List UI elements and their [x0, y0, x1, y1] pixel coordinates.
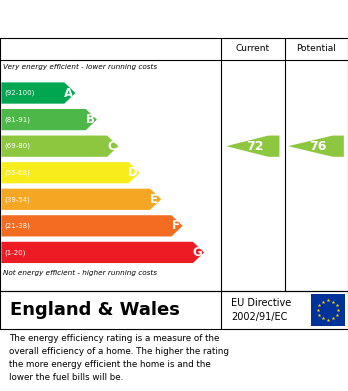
- Polygon shape: [1, 215, 183, 237]
- Text: D: D: [128, 166, 138, 179]
- Text: (92-100): (92-100): [4, 90, 34, 96]
- Text: (55-68): (55-68): [4, 169, 30, 176]
- Text: Potential: Potential: [296, 44, 336, 53]
- Text: G: G: [192, 246, 202, 259]
- Text: 76: 76: [309, 140, 326, 152]
- Text: Not energy efficient - higher running costs: Not energy efficient - higher running co…: [3, 270, 158, 276]
- Bar: [311, 294, 345, 326]
- Polygon shape: [1, 109, 97, 130]
- Text: Very energy efficient - lower running costs: Very energy efficient - lower running co…: [3, 64, 158, 70]
- Text: (81-91): (81-91): [4, 117, 30, 123]
- Polygon shape: [1, 189, 161, 210]
- Text: C: C: [107, 140, 116, 152]
- Text: 72: 72: [246, 140, 263, 152]
- Polygon shape: [1, 242, 204, 263]
- Text: F: F: [172, 219, 180, 232]
- Text: The energy efficiency rating is a measure of the
overall efficiency of a home. T: The energy efficiency rating is a measur…: [9, 334, 229, 382]
- Text: EU Directive
2002/91/EC: EU Directive 2002/91/EC: [231, 298, 292, 322]
- Polygon shape: [288, 136, 344, 157]
- Polygon shape: [1, 83, 76, 104]
- Text: Energy Efficiency Rating: Energy Efficiency Rating: [9, 11, 219, 27]
- Text: E: E: [150, 193, 158, 206]
- Polygon shape: [1, 162, 140, 183]
- Polygon shape: [226, 136, 279, 157]
- Text: (39-54): (39-54): [4, 196, 30, 203]
- Text: (69-80): (69-80): [4, 143, 30, 149]
- Polygon shape: [1, 136, 118, 157]
- Text: B: B: [85, 113, 94, 126]
- Text: Current: Current: [236, 44, 270, 53]
- Text: (21-38): (21-38): [4, 222, 30, 229]
- Text: England & Wales: England & Wales: [10, 301, 180, 319]
- Text: A: A: [64, 86, 73, 100]
- Text: (1-20): (1-20): [4, 249, 25, 256]
